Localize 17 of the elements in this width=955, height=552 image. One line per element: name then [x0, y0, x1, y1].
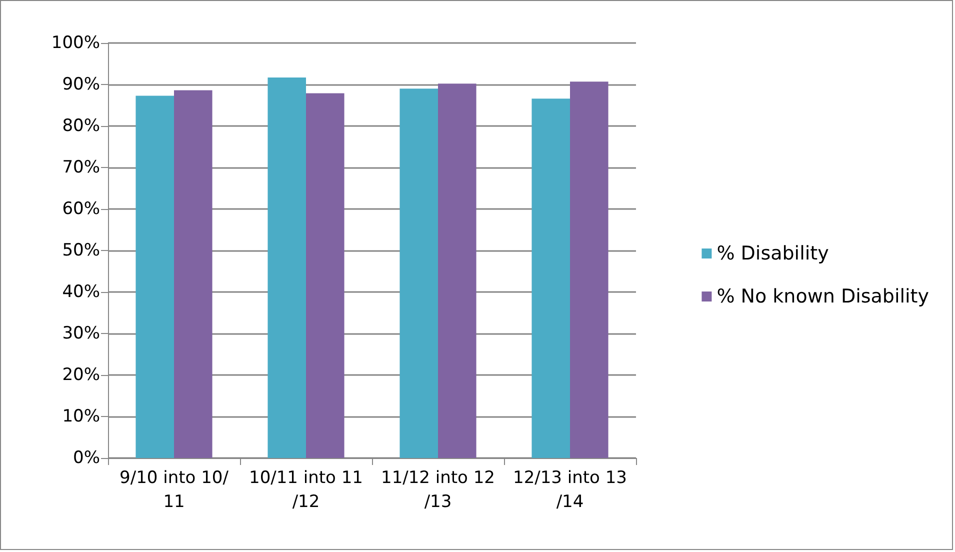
y-tick-label: 80% [62, 116, 100, 136]
x-tick-label: 10/11 into 11/12 [249, 468, 363, 512]
x-tick-label: 12/13 into 13/14 [513, 468, 627, 512]
y-tick-label: 40% [62, 282, 100, 302]
y-tick-label: 100% [51, 33, 100, 53]
x-tick-label: 11/12 into 12/13 [381, 468, 495, 512]
legend-label: % Disability [716, 242, 829, 264]
y-tick-label: 90% [62, 74, 100, 94]
y-tick-label: 0% [73, 448, 100, 468]
legend-label: % No known Disability [716, 286, 930, 308]
y-tick-label: 30% [62, 324, 100, 344]
y-tick-label: 60% [62, 199, 100, 219]
y-tick-label: 70% [62, 158, 100, 178]
x-tick-label: 9/10 into 10/11 [120, 468, 229, 512]
y-tick-label: 10% [62, 406, 100, 426]
y-tick-label: 20% [62, 365, 100, 385]
y-tick-label: 50% [62, 240, 100, 260]
